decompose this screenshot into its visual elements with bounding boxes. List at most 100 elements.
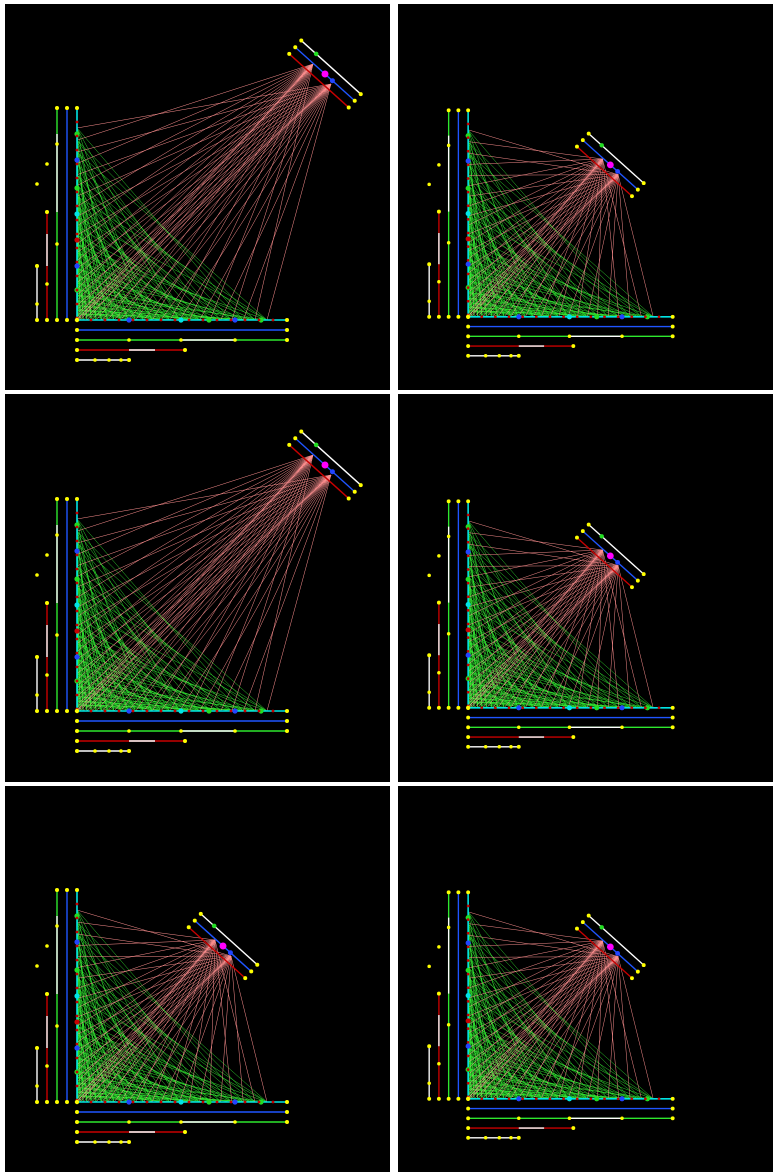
horizontal-axis-tick bbox=[257, 318, 261, 322]
horizontal-axis-tick bbox=[644, 706, 647, 710]
ray-green-line bbox=[468, 206, 620, 317]
horizontal-axis-marker bbox=[178, 708, 184, 714]
ray-pink-line bbox=[607, 956, 619, 1099]
vertical-axis-tick bbox=[466, 1054, 470, 1058]
vertical-axis-tick bbox=[75, 1056, 79, 1060]
ray-green-line bbox=[467, 129, 569, 317]
ray-pink-line bbox=[474, 174, 619, 317]
ray-pink-line bbox=[76, 955, 232, 1096]
ray-green-line bbox=[467, 555, 620, 708]
horizontal-axis-tick bbox=[575, 706, 579, 710]
horizontal-axis-tick bbox=[243, 1100, 247, 1104]
ray-pink-line bbox=[76, 63, 314, 310]
ray-pink-line bbox=[169, 63, 314, 321]
bus-node bbox=[45, 1064, 49, 1068]
lens-marker bbox=[227, 950, 233, 956]
vertical-axis-tick bbox=[75, 972, 79, 976]
horizontal-axis-tick bbox=[562, 706, 565, 710]
vertical-axis-tick bbox=[466, 690, 470, 694]
vertical-axis-marker bbox=[74, 263, 80, 269]
ray-pink-line bbox=[91, 474, 332, 712]
lens-end-node bbox=[299, 38, 304, 43]
ray-pink-line bbox=[468, 923, 603, 942]
ray-pink-line bbox=[468, 520, 619, 566]
ray-pink-line bbox=[76, 939, 216, 989]
bus-node bbox=[427, 690, 431, 694]
horizontal-axis-marker bbox=[594, 705, 600, 711]
horizontal-axis-tick bbox=[159, 1100, 163, 1104]
vertical-axis-tick bbox=[466, 1013, 470, 1017]
ray-green-line bbox=[76, 542, 180, 712]
axis-end-node bbox=[466, 108, 471, 113]
ray-green-line bbox=[467, 544, 519, 708]
vertical-axis-tick bbox=[75, 162, 79, 166]
ray-green-line bbox=[468, 677, 642, 709]
ray-pink-line bbox=[486, 940, 603, 1099]
bus-node bbox=[571, 735, 576, 739]
bus-node bbox=[183, 739, 187, 743]
bus-node bbox=[517, 1116, 521, 1121]
ray-pink-line bbox=[504, 174, 619, 317]
focus-point bbox=[606, 161, 614, 169]
ray-pink-line bbox=[467, 174, 619, 281]
vertical-axis-tick bbox=[466, 540, 470, 544]
ray-green-line bbox=[76, 607, 268, 712]
ray-green-line bbox=[76, 185, 256, 321]
vertical-axis-tick bbox=[466, 149, 470, 153]
ray-pink-line bbox=[469, 956, 619, 1099]
ray-pink-line bbox=[199, 955, 232, 1103]
ray-pink-line bbox=[468, 129, 619, 175]
ray-pink-line bbox=[101, 83, 332, 321]
bus-node bbox=[75, 338, 79, 342]
ray-pink-line bbox=[76, 83, 332, 217]
ray-pink-line bbox=[179, 83, 332, 321]
ray-green-line bbox=[467, 957, 519, 1099]
axis-end-node bbox=[285, 709, 289, 713]
ray-pink-line bbox=[76, 83, 332, 296]
bus-node bbox=[45, 282, 49, 286]
horizontal-axis-marker bbox=[566, 314, 572, 320]
lens-bar bbox=[588, 524, 645, 575]
horizontal-axis-tick bbox=[616, 706, 620, 710]
ray-pink-line bbox=[587, 174, 619, 317]
ray-pink-line bbox=[467, 565, 619, 707]
ray-green-line bbox=[468, 258, 578, 317]
ray-green-line bbox=[467, 164, 578, 317]
ray-pink-line bbox=[468, 956, 619, 1034]
ray-green-line bbox=[76, 576, 256, 712]
ray-pink-line bbox=[469, 565, 619, 708]
bus-node bbox=[483, 1136, 488, 1140]
horizontal-axis-tick bbox=[89, 1100, 93, 1104]
bus-node bbox=[436, 600, 441, 605]
bus-node bbox=[446, 534, 451, 539]
bus-node bbox=[127, 1120, 131, 1124]
vertical-axis-marker bbox=[74, 1045, 80, 1051]
ray-green-line bbox=[76, 127, 244, 321]
ray-pink-line bbox=[76, 454, 314, 618]
vertical-axis-marker bbox=[465, 236, 471, 242]
ray-pink-line bbox=[468, 940, 603, 1008]
horizontal-axis-marker bbox=[126, 1099, 132, 1105]
vertical-axis-tick bbox=[466, 972, 470, 976]
ray-green-line bbox=[76, 704, 180, 712]
lens-end-node bbox=[255, 962, 260, 967]
vertical-axis-marker bbox=[465, 940, 471, 946]
ray-pink-line bbox=[76, 474, 332, 697]
vertical-axis-tick bbox=[75, 930, 79, 934]
bus-node bbox=[285, 1120, 289, 1124]
ray-green-line bbox=[467, 997, 519, 1099]
vertical-axis-tick bbox=[75, 120, 79, 124]
vertical-axis-marker bbox=[465, 549, 471, 555]
ray-green-line bbox=[76, 651, 122, 712]
axis-end-node bbox=[670, 314, 675, 319]
vertical-axis-marker bbox=[74, 185, 80, 191]
ray-pink-line bbox=[467, 549, 603, 705]
horizontal-axis-marker bbox=[178, 317, 184, 323]
ray-green-line bbox=[467, 616, 526, 708]
bus-node bbox=[179, 338, 183, 342]
ray-green-line bbox=[468, 649, 620, 709]
bus-node bbox=[45, 944, 49, 948]
ray-pink-line bbox=[486, 549, 603, 708]
ray-green-line bbox=[467, 946, 620, 1099]
diagram-canvas bbox=[427, 890, 675, 1140]
